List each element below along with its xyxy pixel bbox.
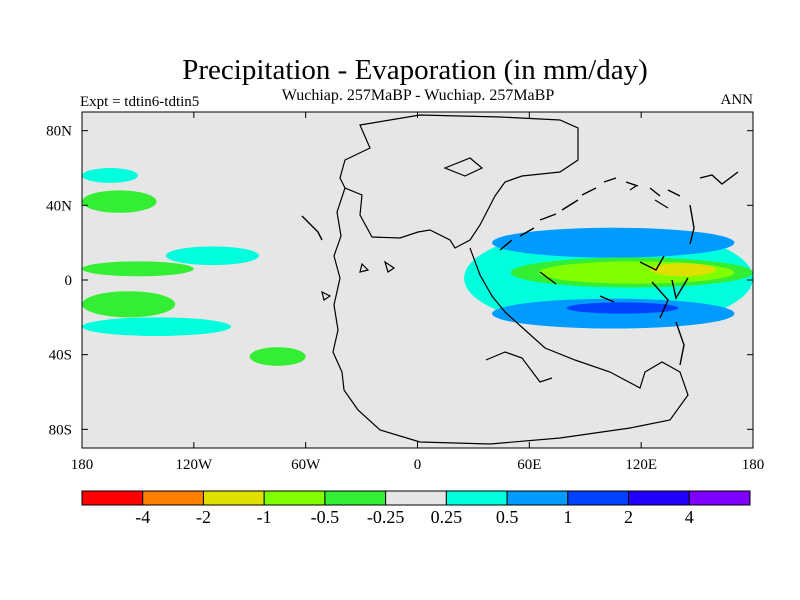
colorbar-label-7: 1 <box>563 507 572 527</box>
colorbar-swatch-2 <box>202 490 265 506</box>
anomaly-region-14 <box>650 263 716 277</box>
colorbar-swatch-3 <box>263 490 326 506</box>
anomaly-region-6 <box>165 246 260 266</box>
axes: 180 120W 60W 0 60E 120E 180 80N 40N 0 40S 80S <box>46 112 764 473</box>
colorbar-label-3: -0.5 <box>311 507 340 527</box>
colorbar-label-5: 0.25 <box>431 507 463 527</box>
gondwana-east-coast <box>485 351 553 383</box>
small-islands <box>321 157 669 301</box>
anomaly-region-4 <box>249 347 306 366</box>
x-tick-label-6: 180 <box>742 457 765 473</box>
colorbar-swatch-8 <box>567 490 630 506</box>
colorbar-label-8: 2 <box>624 507 633 527</box>
colorbar-swatch-0 <box>81 490 144 506</box>
colorbar-swatch-6 <box>445 490 508 506</box>
colorbar-label-6: 0.5 <box>496 507 519 527</box>
anomaly-region-9 <box>492 227 735 258</box>
coastlines <box>301 114 739 445</box>
colorbar-swatch-7 <box>506 490 569 506</box>
colorbar-label-0: -4 <box>135 507 150 527</box>
chart-subtitle: Wuchiap. 257MaBP - Wuchiap. 257MaBP <box>281 87 555 104</box>
gondwana-coastline <box>343 247 689 445</box>
y-tick-label-2: 0 <box>65 273 73 289</box>
y-tick-label-4: 80S <box>49 422 72 438</box>
anomaly-region-7 <box>82 317 232 336</box>
y-tick-label-1: 40N <box>46 198 72 214</box>
experiment-label: Expt = tdtin6-tdtin5 <box>80 94 200 110</box>
x-tick-label-5: 120E <box>625 457 657 473</box>
colorbar: -4 -2 -1 -0.5 -0.25 0.25 0.5 1 2 4 <box>81 490 751 527</box>
y-tick-label-3: 40S <box>49 348 72 364</box>
colorbar-swatch-1 <box>142 490 204 506</box>
anomaly-region-5 <box>82 168 138 183</box>
colorbar-swatch-10 <box>688 490 751 506</box>
colorbar-label-9: 4 <box>685 507 694 527</box>
x-tick-label-2: 60W <box>291 457 321 473</box>
colorbar-swatch-4 <box>324 490 387 506</box>
colorbar-swatch-9 <box>628 490 690 506</box>
anomaly-region-11 <box>566 302 679 314</box>
colorbar-swatch-5 <box>385 490 447 506</box>
anomaly-region-3 <box>82 261 194 277</box>
x-tick-label-0: 180 <box>71 457 94 473</box>
colorbar-label-4: -0.25 <box>367 507 405 527</box>
colorbar-label-1: -2 <box>196 507 211 527</box>
anomaly-region-1 <box>82 190 157 213</box>
x-tick-label-4: 60E <box>517 457 541 473</box>
season-label: ANN <box>720 92 754 108</box>
y-tick-label-0: 80N <box>46 124 72 140</box>
anomaly-layer <box>82 168 753 366</box>
pangaea-west-coast <box>332 187 346 391</box>
x-tick-label-1: 120W <box>175 457 213 473</box>
chart-title: Precipitation - Evaporation (in mm/day) <box>182 54 648 86</box>
anomaly-region-2 <box>82 291 176 318</box>
colorbar-label-2: -1 <box>257 507 272 527</box>
tethys-islands <box>301 171 739 366</box>
x-tick-label-3: 0 <box>414 457 422 473</box>
